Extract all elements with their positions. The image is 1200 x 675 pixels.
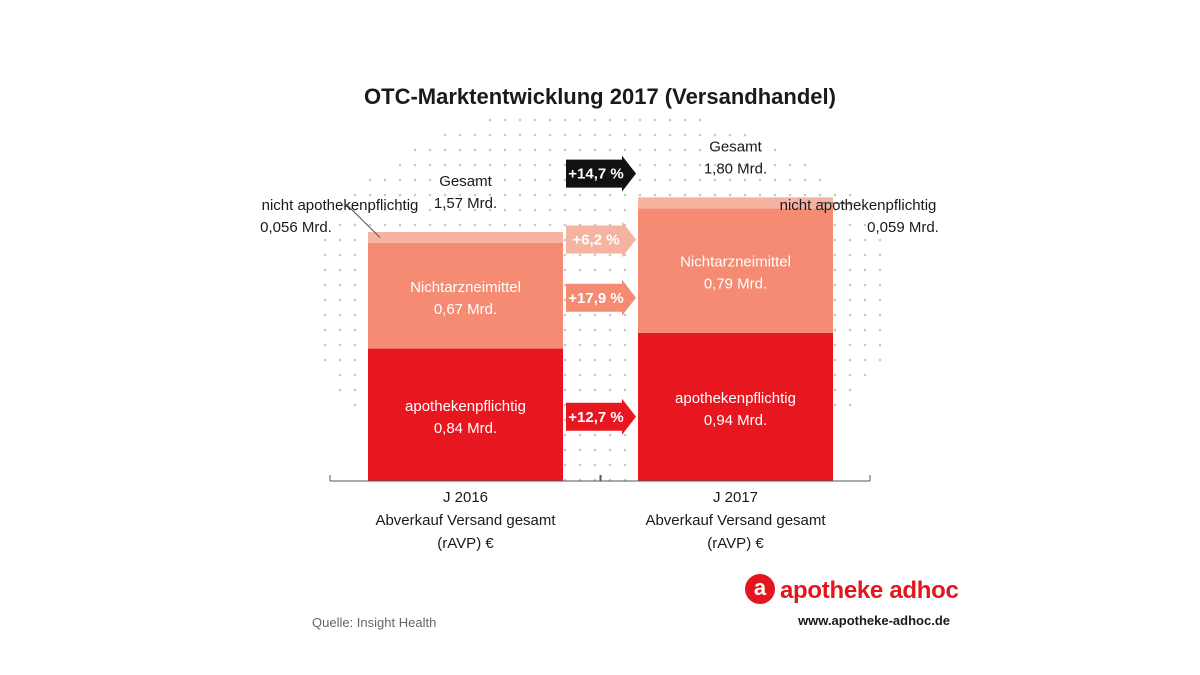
bar-apothekenpflichtig-0	[368, 348, 563, 481]
series-label-right: nicht apothekenpflichtig	[780, 197, 937, 214]
brand-name: apotheke adhoc	[780, 577, 959, 604]
total-change-arrow	[566, 155, 636, 192]
category-sublabel-unit: (rAVP) €	[437, 535, 494, 552]
total-label: Gesamt	[709, 138, 762, 155]
series-label: Nichtarzneimittel	[410, 279, 521, 296]
total-change-arrow-label: +14,7 %	[568, 166, 623, 183]
leader-line-right	[821, 202, 854, 205]
value-label: 0,79 Mrd.	[704, 276, 767, 293]
source-note: Quelle: Insight Health	[312, 615, 437, 630]
change-arrow-apothekenpflichtig	[566, 398, 636, 435]
category-sublabel-unit: (rAVP) €	[707, 535, 764, 552]
category-label: J 2017	[713, 489, 758, 506]
change-arrow-nicht-apothekenpflichtig	[566, 221, 636, 258]
series-label: Nichtarzneimittel	[680, 254, 791, 271]
series-label: apothekenpflichtig	[405, 398, 526, 415]
bar-apothekenpflichtig-1	[638, 332, 833, 481]
series-label-left: nicht apothekenpflichtig	[262, 197, 419, 214]
series-label: apothekenpflichtig	[675, 390, 796, 407]
leader-line-left	[345, 203, 381, 238]
change-arrows: +14,7 % +6,2 % +17,9 % +12,7 %	[566, 155, 636, 435]
bar-nicht-apothekenpflichtig-1	[638, 197, 833, 209]
chart-title: OTC-Marktentwicklung 2017 (Versandhandel…	[364, 84, 836, 109]
x-axis: J 2016 Abverkauf Versand gesamt (rAVP) € J …	[329, 475, 871, 552]
value-label: 0,94 Mrd.	[704, 412, 767, 429]
total-value-label: 1,57 Mrd.	[434, 195, 497, 212]
value-label: 0,84 Mrd.	[434, 420, 497, 437]
value-label-right: 0,059 Mrd.	[867, 219, 939, 236]
bar-nichtarzneimittel-1	[638, 208, 833, 333]
change-arrow-nichtarzneimittel	[566, 279, 636, 316]
bar-nicht-apothekenpflichtig-0	[368, 231, 563, 243]
value-label: 0,67 Mrd.	[434, 301, 497, 318]
bar-nichtarzneimittel-0	[368, 242, 563, 349]
category-sublabel: Abverkauf Versand gesamt	[645, 512, 826, 529]
brand-logo-icon: a	[745, 574, 775, 604]
value-labels: apothekenpflichtig 0,84 Mrd. Nichtarzneimi…	[260, 138, 939, 436]
change-arrow-nicht-apothekenpflichtig-label: +6,2 %	[572, 231, 619, 248]
total-value-label: 1,80 Mrd.	[704, 160, 767, 177]
bars	[368, 197, 833, 481]
category-label: J 2016	[443, 489, 488, 506]
category-sublabel: Abverkauf Versand gesamt	[375, 512, 556, 529]
total-label: Gesamt	[439, 173, 492, 190]
change-arrow-nichtarzneimittel-label: +17,9 %	[568, 290, 623, 307]
value-label-left: 0,056 Mrd.	[260, 219, 332, 236]
change-arrow-apothekenpflichtig-label: +12,7 %	[568, 409, 623, 426]
brand-url: www.apotheke-adhoc.de	[798, 613, 950, 628]
